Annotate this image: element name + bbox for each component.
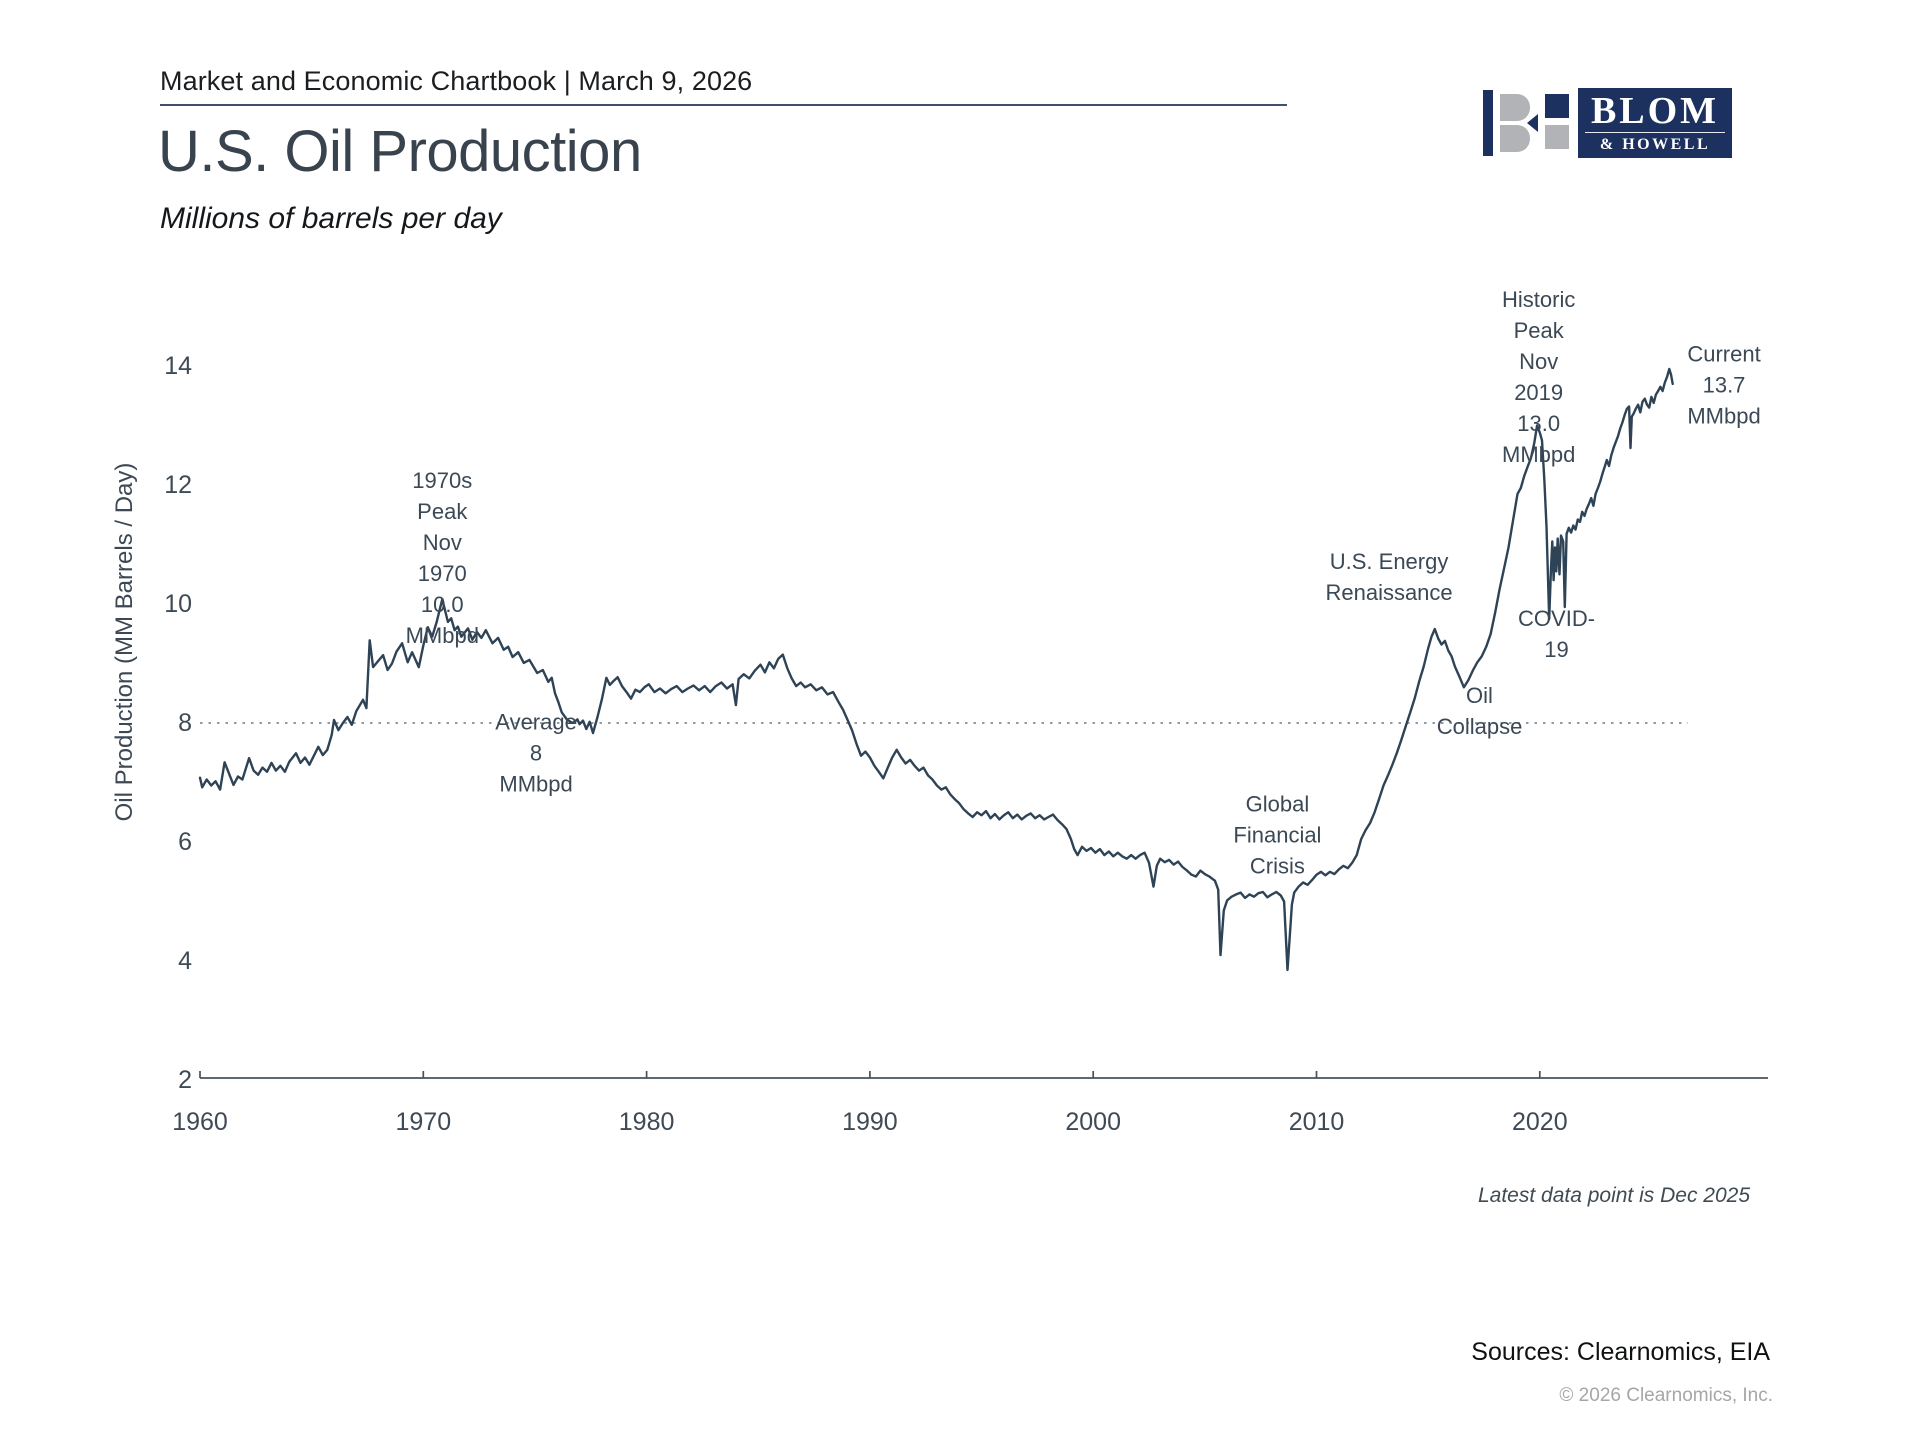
annotation-average: Average 8 MMbpd	[495, 709, 577, 797]
copyright-line: © 2026 Clearnomics, Inc.	[1559, 1385, 1773, 1406]
latest-data-footnote: Latest data point is Dec 2025	[1477, 1184, 1750, 1207]
x-tick-1990: 1990	[842, 1108, 898, 1136]
annotation-covid-19: COVID-19	[1518, 605, 1596, 662]
logo-name-line2: & HOWELL	[1599, 136, 1711, 153]
x-tick-2020: 2020	[1511, 1108, 1568, 1136]
annotation-current: Current 13.7 MMbpd	[1687, 341, 1761, 429]
annotation-energy-renaissance: U.S. Energy Renaissance	[1325, 549, 1453, 606]
chartbook-header: Market and Economic Chartbook | March 9,…	[160, 66, 753, 96]
annotation-peak-1970: 1970s Peak Nov 1970 10.0 MMbpd	[405, 467, 479, 648]
x-tick-1980: 1980	[618, 1108, 675, 1136]
x-tick-1970: 1970	[395, 1108, 452, 1136]
page-title: U.S. Oil Production	[158, 119, 642, 184]
y-tick-4: 4	[178, 947, 192, 975]
blom-howell-logo: BLOM & HOWELL	[1483, 88, 1733, 158]
y-tick-14: 14	[164, 352, 192, 380]
logo-divider	[1585, 132, 1725, 133]
x-tick-2010: 2010	[1288, 1108, 1345, 1136]
x-axis	[199, 1071, 1768, 1079]
logo-square-top-shape	[1545, 94, 1569, 118]
annotation-historic-peak: Historic Peak Nov 2019 13.0 MMbpd	[1501, 286, 1576, 467]
production-line-series	[198, 367, 1674, 972]
logo-triangle-icon	[1527, 114, 1538, 132]
logo-square-bottom-shape	[1545, 125, 1569, 149]
y-tick-2: 2	[178, 1066, 192, 1094]
annotation-oil-collapse: Oil Collapse	[1436, 683, 1523, 740]
y-tick-6: 6	[178, 828, 192, 856]
logo-wordmark: BLOM & HOWELL	[1578, 88, 1732, 158]
sources-line: Sources: Clearnomics, EIA	[1471, 1338, 1770, 1366]
y-tick-10: 10	[164, 590, 192, 618]
logo-name-line1: BLOM	[1590, 90, 1720, 132]
y-tick-8: 8	[178, 709, 192, 737]
x-tick-1960: 1960	[172, 1108, 228, 1136]
logo-b-bottom-shape	[1500, 125, 1530, 152]
logo-bar-shape	[1483, 90, 1493, 156]
header-divider	[160, 104, 1287, 106]
x-tick-2000: 2000	[1065, 1108, 1121, 1136]
y-tick-12: 12	[164, 471, 192, 499]
logo-b-top-shape	[1500, 94, 1530, 121]
page-subtitle: Millions of barrels per day	[160, 202, 502, 235]
annotation-global-financial-crisis: Global Financial Crisis	[1233, 791, 1322, 879]
